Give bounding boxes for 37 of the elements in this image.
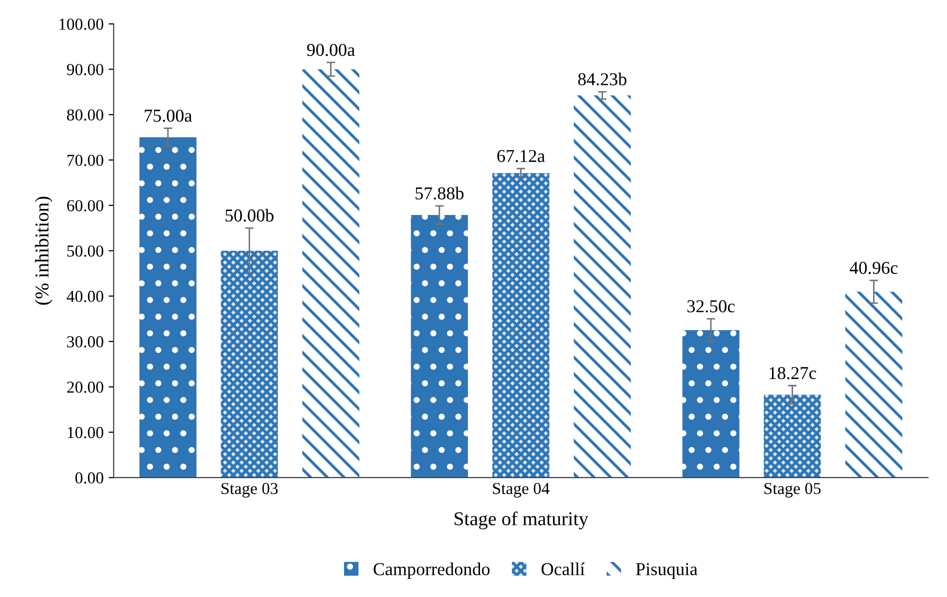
data-label: 90.00a xyxy=(307,44,355,56)
y-tick-label: 70.00 xyxy=(68,154,104,166)
x-axis-title: Stage of maturity xyxy=(454,511,588,530)
x-tick-label: Stage 03 xyxy=(222,482,278,498)
data-label: 84.23b xyxy=(578,72,626,86)
bar xyxy=(574,95,631,478)
data-label: 40.96c xyxy=(850,262,898,274)
bar xyxy=(139,137,196,478)
y-tick-label: 90.00 xyxy=(66,64,104,76)
data-label: 18.27c xyxy=(770,367,816,380)
data-label: 57.88b xyxy=(416,186,464,200)
y-axis-title: (% inhibition) xyxy=(34,196,53,305)
y-tick-label: 50.00 xyxy=(67,245,104,257)
bar xyxy=(302,69,360,478)
x-tick-label: Stage 05 xyxy=(764,482,821,498)
y-tick-label: 20.00 xyxy=(67,382,104,393)
y-tick-label: 10.00 xyxy=(68,426,104,438)
legend-label: Pisuquia xyxy=(636,563,698,579)
bar xyxy=(682,330,740,478)
y-tick-label: 40.00 xyxy=(66,290,104,302)
y-tick-label: 80.00 xyxy=(67,109,104,121)
bar xyxy=(492,173,550,478)
x-tick-label: Stage 04 xyxy=(493,482,550,498)
bar xyxy=(845,292,902,478)
y-tick-label: 0.00 xyxy=(75,472,104,484)
legend-label: Ocallí xyxy=(542,562,585,576)
legend-label: Camporredondo xyxy=(374,562,490,579)
y-tick-label: 100.00 xyxy=(60,18,104,30)
data-label: 50.00b xyxy=(226,208,274,222)
bar xyxy=(764,394,821,478)
bar xyxy=(220,250,278,478)
data-label: 67.12a xyxy=(497,150,545,162)
y-tick-label: 60.00 xyxy=(67,200,104,212)
y-tick-label: 30.00 xyxy=(67,336,104,348)
bar xyxy=(410,214,468,478)
data-label: 75.00a xyxy=(144,110,192,122)
data-label: 32.50c xyxy=(687,300,735,312)
